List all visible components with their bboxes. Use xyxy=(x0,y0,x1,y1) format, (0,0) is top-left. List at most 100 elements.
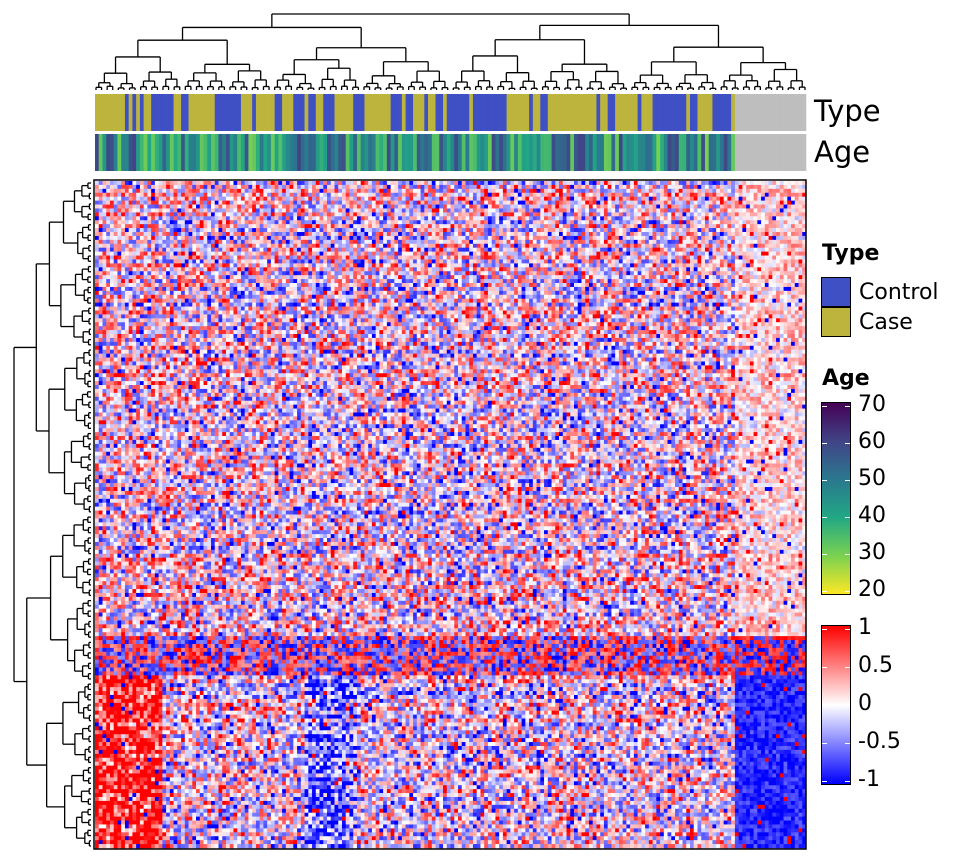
heatmap-cell xyxy=(252,193,256,197)
heatmap-cell xyxy=(331,197,335,201)
age-cell xyxy=(99,134,103,171)
heatmap-cell xyxy=(211,197,215,201)
heatmap-cell xyxy=(432,256,436,260)
heatmap-cell xyxy=(132,181,136,185)
heatmap-cell xyxy=(630,228,634,232)
type-cell xyxy=(787,94,791,131)
heatmap-cell xyxy=(286,232,290,236)
heatmap-cell xyxy=(705,240,709,244)
heatmap-cell xyxy=(787,205,791,209)
heatmap-cell xyxy=(226,232,230,236)
heatmap-cell xyxy=(357,208,361,212)
heatmap-cell xyxy=(275,193,279,197)
heatmap-cell xyxy=(555,240,559,244)
heatmap-cell xyxy=(409,236,413,240)
heatmap-cell xyxy=(690,228,694,232)
heatmap-cell xyxy=(697,252,701,256)
heatmap-cell xyxy=(787,232,791,236)
heatmap-cell xyxy=(780,216,784,220)
heatmap-cell xyxy=(727,252,731,256)
type-cell xyxy=(278,94,282,131)
heatmap-cell xyxy=(492,220,496,224)
heatmap-cell xyxy=(327,220,331,224)
heatmap-cell xyxy=(724,252,728,256)
heatmap-cell xyxy=(473,185,477,189)
heatmap-cell xyxy=(387,197,391,201)
heatmap-cell xyxy=(147,185,151,189)
heatmap-cell xyxy=(147,248,151,252)
heatmap-cell xyxy=(342,248,346,252)
heatmap-cell xyxy=(387,193,391,197)
heatmap-cell xyxy=(211,256,215,260)
heatmap-cell xyxy=(372,256,376,260)
heatmap-cell xyxy=(499,212,503,216)
heatmap-cell xyxy=(136,189,140,193)
heatmap-cell xyxy=(731,256,735,260)
heatmap-cell xyxy=(686,212,690,216)
heatmap-cell xyxy=(791,232,795,236)
heatmap-cell xyxy=(447,236,451,240)
heatmap-cell xyxy=(757,185,761,189)
heatmap-cell xyxy=(432,220,436,224)
heatmap-cell xyxy=(630,212,634,216)
heatmap-cell xyxy=(368,252,372,256)
heatmap-cell xyxy=(357,224,361,228)
heatmap-cell xyxy=(619,205,623,209)
heatmap-cell xyxy=(623,236,627,240)
heatmap-cell xyxy=(248,205,252,209)
heatmap-cell xyxy=(342,193,346,197)
heatmap-cell xyxy=(757,224,761,228)
heatmap-cell xyxy=(656,228,660,232)
heatmap-cell xyxy=(638,201,642,205)
heatmap-cell xyxy=(267,248,271,252)
heatmap-cell xyxy=(271,185,275,189)
heatmap-cell xyxy=(406,240,410,244)
heatmap-cell xyxy=(349,185,353,189)
row-dendrogram xyxy=(14,183,91,846)
heatmap-cell xyxy=(735,193,739,197)
heatmap-cell xyxy=(211,193,215,197)
heatmap-cell xyxy=(353,181,357,185)
heatmap-cell xyxy=(117,201,121,205)
heatmap-cell xyxy=(159,216,163,220)
heatmap-cell xyxy=(731,228,735,232)
heatmap-cell xyxy=(222,240,226,244)
heatmap-cell xyxy=(544,197,548,201)
heatmap-cell xyxy=(735,220,739,224)
heatmap-cell xyxy=(301,244,305,248)
heatmap-cell xyxy=(454,193,458,197)
heatmap-cell xyxy=(245,244,249,248)
heatmap-cell xyxy=(649,189,653,193)
heatmap-cell xyxy=(795,236,799,240)
heatmap-cell xyxy=(537,232,541,236)
heatmap-cell xyxy=(364,224,368,228)
heatmap-cell xyxy=(694,208,698,212)
heatmap-cell xyxy=(170,205,174,209)
heatmap-cell xyxy=(443,189,447,193)
heatmap-cell xyxy=(683,185,687,189)
heatmap-cell xyxy=(357,197,361,201)
heatmap-cell xyxy=(308,224,312,228)
age-cell xyxy=(488,134,492,171)
heatmap-cell xyxy=(181,185,185,189)
heatmap-cell xyxy=(488,228,492,232)
heatmap-cell xyxy=(177,240,181,244)
heatmap-cell xyxy=(413,228,417,232)
heatmap-cell xyxy=(417,212,421,216)
heatmap-cell xyxy=(615,244,619,248)
heatmap-cell xyxy=(668,240,672,244)
heatmap-cell xyxy=(428,205,432,209)
heatmap-cell xyxy=(701,216,705,220)
heatmap-cell xyxy=(174,201,178,205)
age-cell xyxy=(391,134,395,171)
heatmap-cell xyxy=(252,220,256,224)
heatmap-cell xyxy=(215,240,219,244)
heatmap-cell xyxy=(290,228,294,232)
heatmap-cell xyxy=(387,244,391,248)
type-cell xyxy=(364,94,368,131)
heatmap-cell xyxy=(207,181,211,185)
heatmap-cell xyxy=(593,201,597,205)
heatmap-cell xyxy=(739,244,743,248)
heatmap-cell xyxy=(290,244,294,248)
heatmap-cell xyxy=(106,236,110,240)
